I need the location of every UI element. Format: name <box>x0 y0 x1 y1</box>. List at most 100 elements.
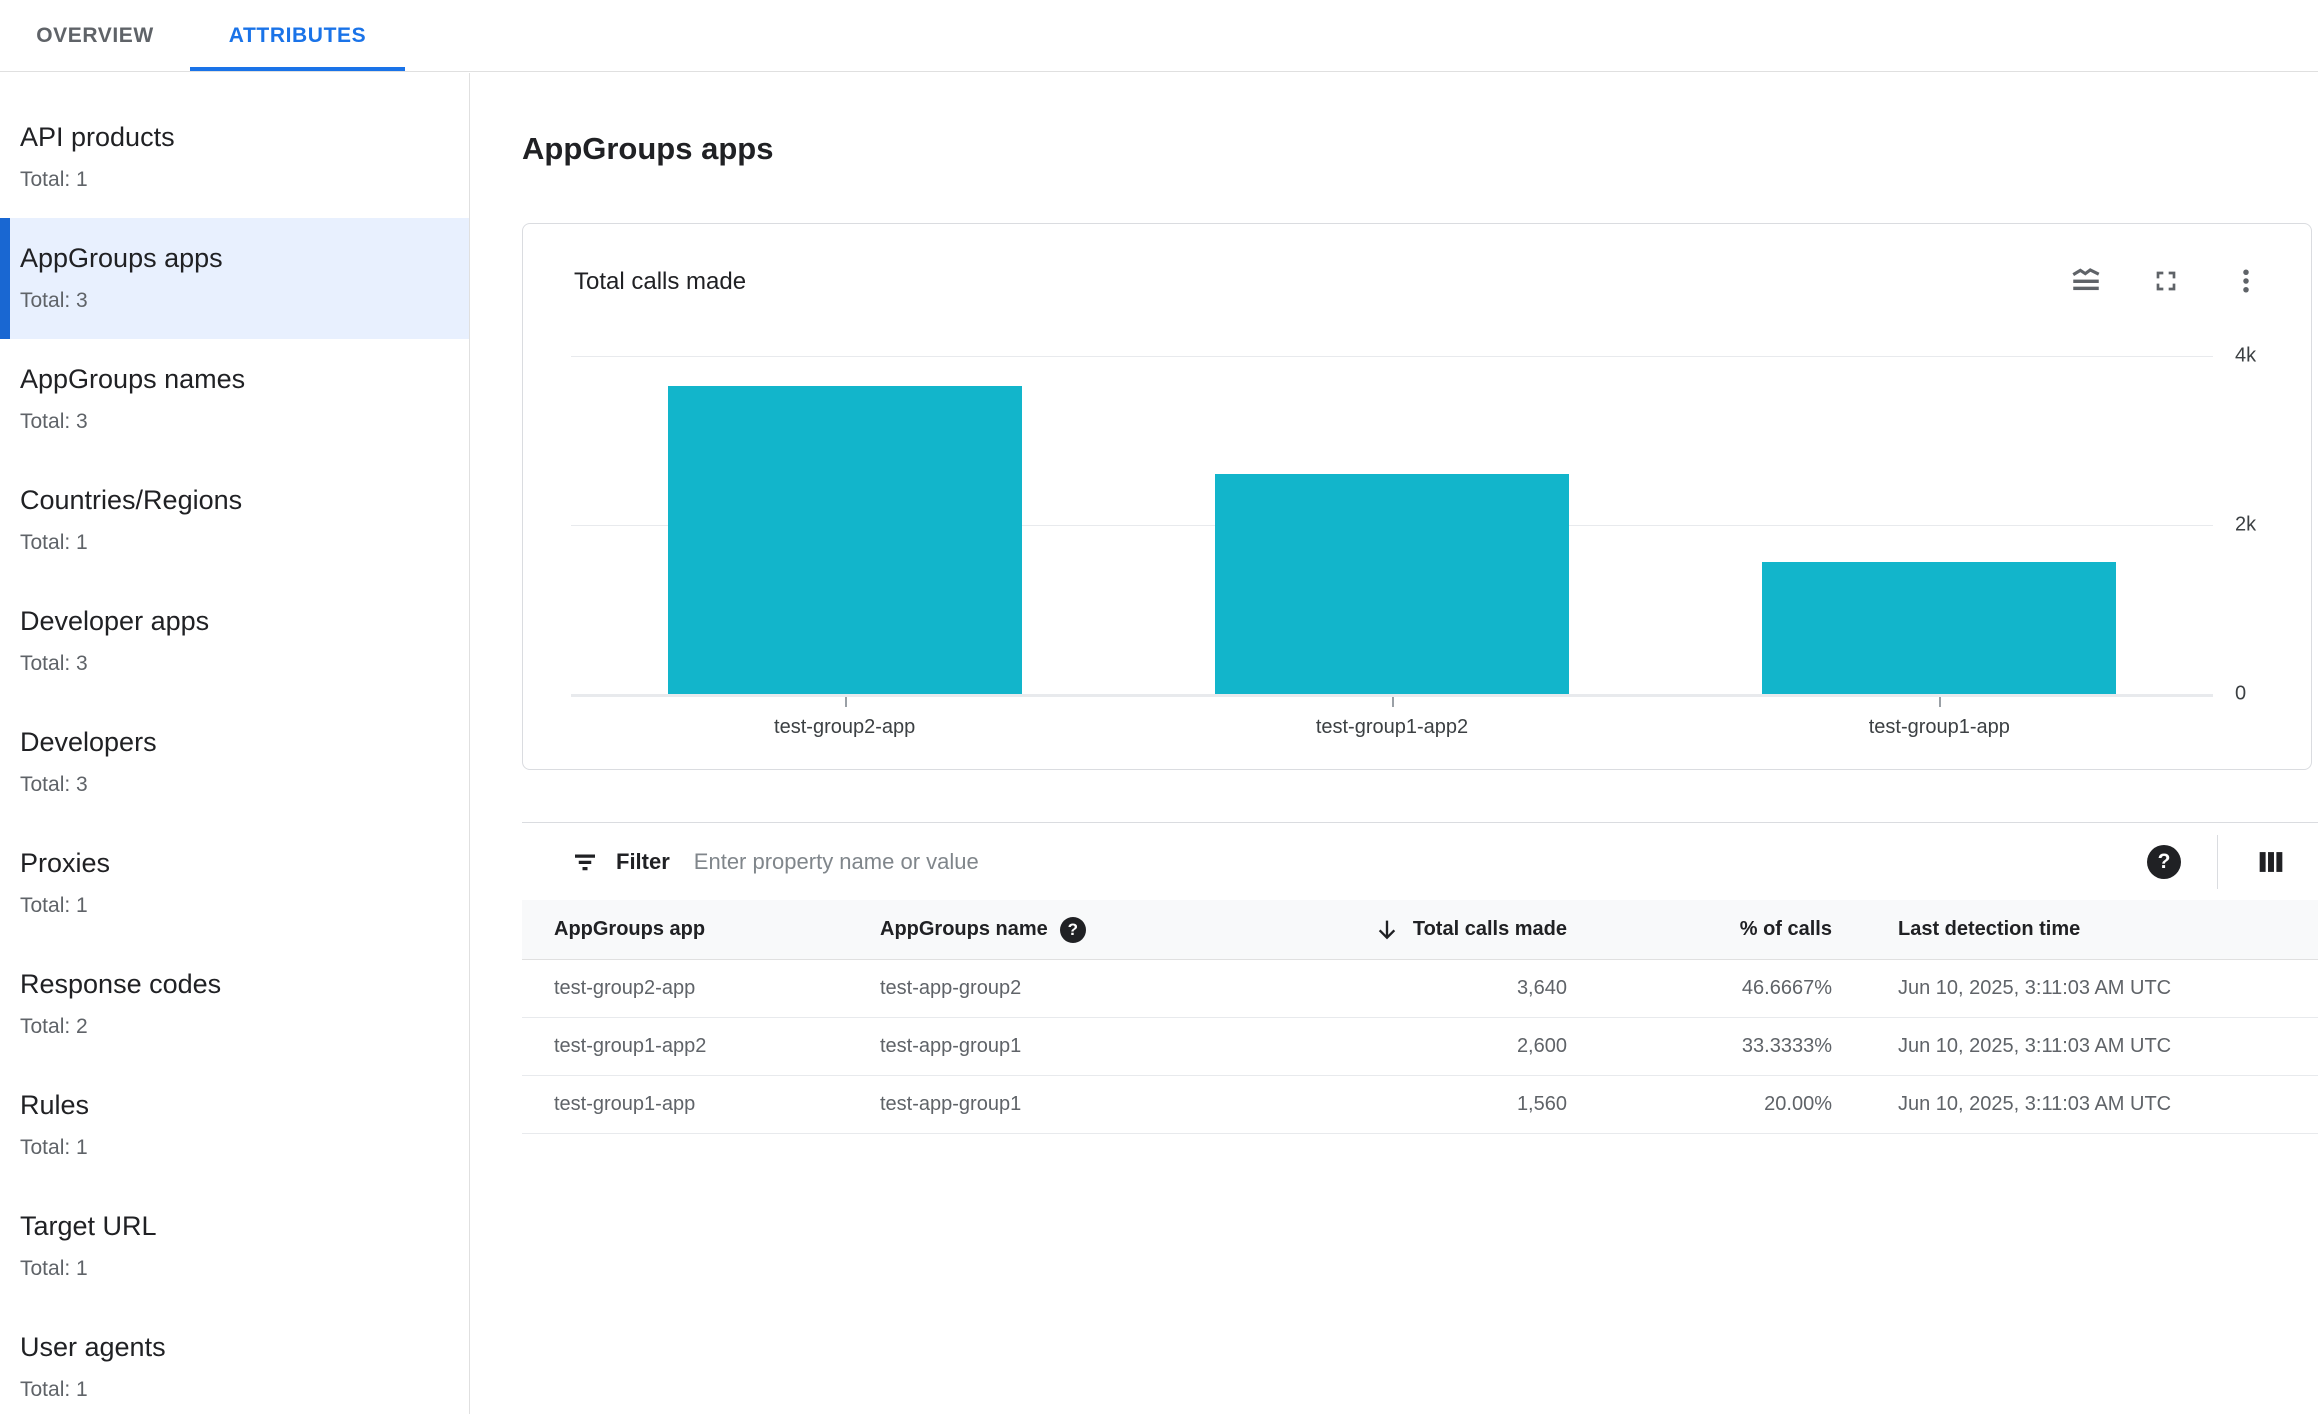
filter-input[interactable] <box>693 848 2147 875</box>
filter-actions: ? <box>2147 834 2288 889</box>
sidebar-item-total: Total: 1 <box>20 531 88 554</box>
cell-pct: 33.3333% <box>1741 1035 1832 1057</box>
main-content: AppGroups apps Total calls made <box>471 73 2318 1414</box>
sidebar-item-label: AppGroups names <box>20 364 246 394</box>
col-pct-calls[interactable]: % of calls <box>1739 918 1832 940</box>
col-appgroups-name-label: AppGroups name <box>880 918 1048 940</box>
sidebar-item-total: Total: 1 <box>20 168 88 191</box>
tab-bar: OVERVIEW ATTRIBUTES <box>0 0 2318 72</box>
table-row: test-group2-app test-app-group2 3,640 46.66… <box>522 960 2318 1018</box>
chart-title: Total calls made <box>574 268 747 295</box>
sidebar-item-label: Developer apps <box>20 606 210 636</box>
total-calls-chart-card: Total calls made 0 2k 4k test-g <box>522 223 2312 770</box>
sidebar-item-label: User agents <box>20 1332 166 1362</box>
sidebar-item-label: Proxies <box>20 848 111 878</box>
sidebar-item-developer-apps[interactable]: Developer apps Total: 3 <box>0 581 469 702</box>
x-tick-label: test-group2-app <box>774 716 916 738</box>
cell-time: Jun 10, 2025, 3:11:03 AM UTC <box>1898 977 2172 999</box>
sidebar-item-response-codes[interactable]: Response codes Total: 2 <box>0 944 469 1065</box>
sidebar-item-total: Total: 3 <box>20 773 88 796</box>
bar-test-group1-app[interactable] <box>1762 562 2117 694</box>
col-total-calls-label: Total calls made <box>1412 918 1567 940</box>
y-tick-label: 0 <box>2235 682 2247 705</box>
cell-calls: 2,600 <box>1516 1035 1567 1057</box>
sidebar-item-label: Response codes <box>20 969 222 999</box>
sidebar-item-total: Total: 3 <box>20 289 88 312</box>
x-tick <box>1939 697 1942 707</box>
col-last-detection[interactable]: Last detection time <box>1898 918 2081 940</box>
x-tick-label: test-group1-app <box>1868 716 2010 738</box>
cell-app: test-group1-app <box>554 1093 696 1115</box>
col-appgroups-app[interactable]: AppGroups app <box>554 918 706 940</box>
sidebar-item-label: Countries/Regions <box>20 485 243 515</box>
table-row: test-group1-app2 test-app-group1 2,600 33.3… <box>522 1018 2318 1076</box>
page-title: AppGroups apps <box>522 131 774 166</box>
attributes-table: Filter ? AppGroups app AppGroups name <box>522 822 2318 1134</box>
bar-slot: test-group1-app2 <box>1118 356 1665 738</box>
gridline-0 <box>571 694 2213 697</box>
table-row: test-group1-app test-app-group1 1,560 20.00… <box>522 1076 2318 1134</box>
filter-help-icon[interactable]: ? <box>2147 844 2181 879</box>
x-tick <box>1391 697 1394 707</box>
attributes-sidebar: API products Total: 1 AppGroups apps Total:… <box>0 73 470 1414</box>
filter-label: Filter <box>616 848 670 874</box>
cell-calls: 1,560 <box>1516 1093 1567 1115</box>
cell-pct: 20.00% <box>1764 1093 1832 1115</box>
x-tick-label: test-group1-app2 <box>1315 716 1469 738</box>
sidebar-item-appgroups-apps[interactable]: AppGroups apps Total: 3 <box>0 218 469 339</box>
sidebar-item-user-agents[interactable]: User agents Total: 1 <box>0 1307 469 1414</box>
sidebar-item-total: Total: 3 <box>20 410 88 433</box>
tab-attributes[interactable]: ATTRIBUTES <box>190 0 405 71</box>
cell-pct: 46.6667% <box>1741 977 1832 999</box>
bar-test-group2-app[interactable] <box>667 386 1022 694</box>
sidebar-item-appgroups-names[interactable]: AppGroups names Total: 3 <box>0 339 469 460</box>
bar-slot: test-group2-app <box>571 356 1118 738</box>
sidebar-item-total: Total: 1 <box>20 894 88 917</box>
sidebar-item-total: Total: 1 <box>20 1136 88 1159</box>
area-chart-icon[interactable] <box>2069 264 2103 298</box>
col-total-calls[interactable]: Total calls made <box>1300 916 1567 944</box>
bar-test-group1-app2[interactable] <box>1214 474 1569 694</box>
sidebar-item-target-url[interactable]: Target URL Total: 1 <box>0 1186 469 1307</box>
cell-name: test-app-group1 <box>880 1093 1022 1115</box>
cell-time: Jun 10, 2025, 3:11:03 AM UTC <box>1898 1035 2172 1057</box>
sidebar-item-label: AppGroups apps <box>20 243 223 273</box>
sidebar-item-rules[interactable]: Rules Total: 1 <box>0 1065 469 1186</box>
sidebar-item-label: Target URL <box>20 1211 157 1241</box>
sidebar-item-countries-regions[interactable]: Countries/Regions Total: 1 <box>0 460 469 581</box>
sidebar-item-api-products[interactable]: API products Total: 1 <box>0 97 469 218</box>
tab-overview[interactable]: OVERVIEW <box>36 23 154 47</box>
sidebar-item-total: Total: 3 <box>20 652 88 675</box>
sidebar-item-proxies[interactable]: Proxies Total: 1 <box>0 823 469 944</box>
table-header: AppGroups app AppGroups name ? Total cal… <box>522 900 2318 960</box>
more-vert-icon[interactable] <box>2229 264 2263 298</box>
x-tick <box>844 697 847 707</box>
fullscreen-icon[interactable] <box>2149 264 2183 298</box>
gridline-4k <box>571 356 2213 357</box>
sidebar-item-total: Total: 1 <box>20 1257 88 1280</box>
sort-desc-arrow-icon <box>1378 920 1396 939</box>
cell-calls: 3,640 <box>1516 977 1567 999</box>
table-body: test-group2-app test-app-group2 3,640 46.66… <box>522 960 2318 1134</box>
column-display-icon[interactable] <box>2254 845 2288 879</box>
appgroups-name-help-icon[interactable]: ? <box>1059 916 1086 943</box>
chart-toolbar <box>2069 264 2263 298</box>
sidebar-item-label: API products <box>20 122 175 152</box>
cell-time: Jun 10, 2025, 3:11:03 AM UTC <box>1898 1093 2172 1115</box>
cell-app: test-group1-app2 <box>554 1035 707 1057</box>
sidebar-item-developers[interactable]: Developers Total: 3 <box>0 702 469 823</box>
filter-row: Filter ? <box>522 822 2318 900</box>
cell-app: test-group2-app <box>554 977 696 999</box>
divider <box>2217 834 2218 889</box>
sidebar-item-label: Rules <box>20 1090 90 1120</box>
bar-chart: 0 2k 4k test-group2-app test-group1-app2 test… <box>571 345 2256 738</box>
cell-name: test-app-group2 <box>880 977 1022 999</box>
sidebar-item-total: Total: 2 <box>20 1015 88 1038</box>
col-appgroups-name[interactable]: AppGroups name ? <box>880 916 1300 943</box>
bar-slot: test-group1-app <box>1666 356 2213 738</box>
y-tick-label: 4k <box>2235 344 2257 367</box>
y-tick-label: 2k <box>2235 513 2257 536</box>
sidebar-item-total: Total: 1 <box>20 1378 88 1401</box>
filter-icon <box>570 847 600 877</box>
bar-slots: test-group2-app test-group1-app2 test-grou… <box>571 356 2213 738</box>
